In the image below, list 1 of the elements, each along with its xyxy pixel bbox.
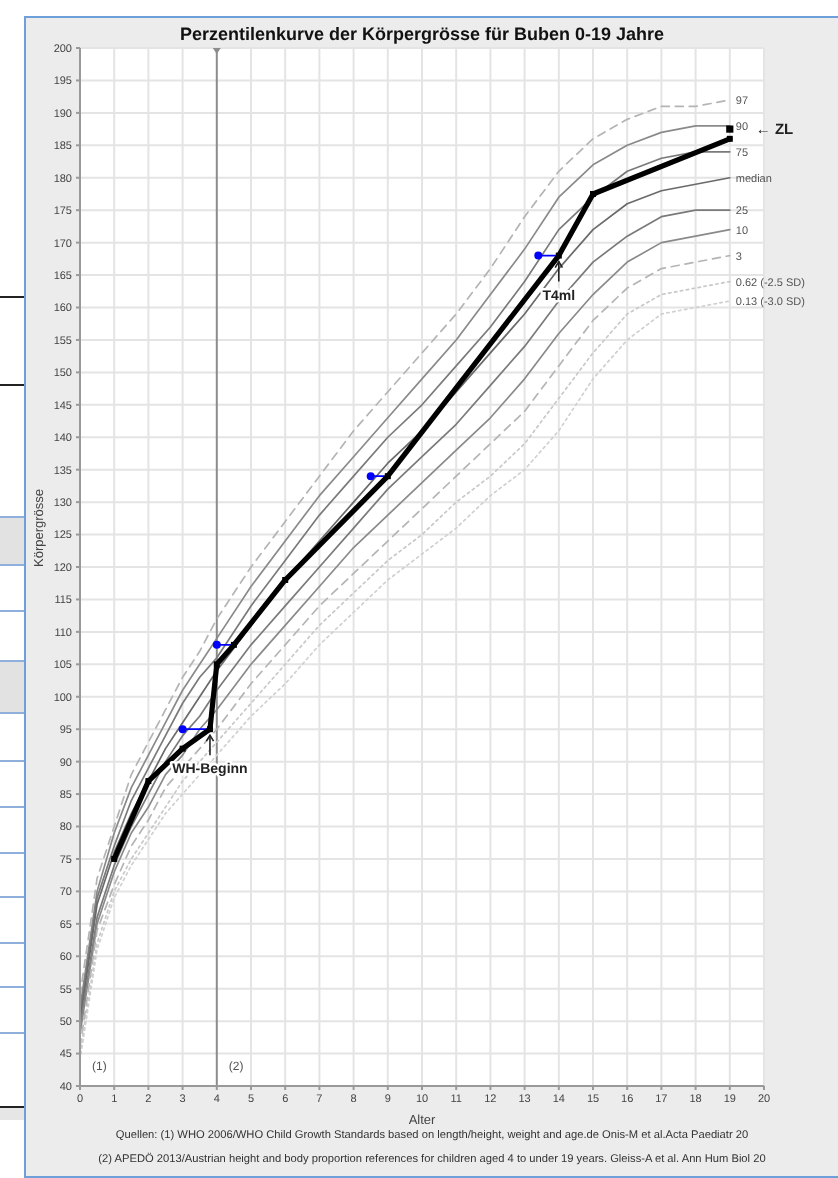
chart-title: Perzentilenkurve der Körpergrösse für Buben 0-19 Jahre <box>177 24 667 44</box>
